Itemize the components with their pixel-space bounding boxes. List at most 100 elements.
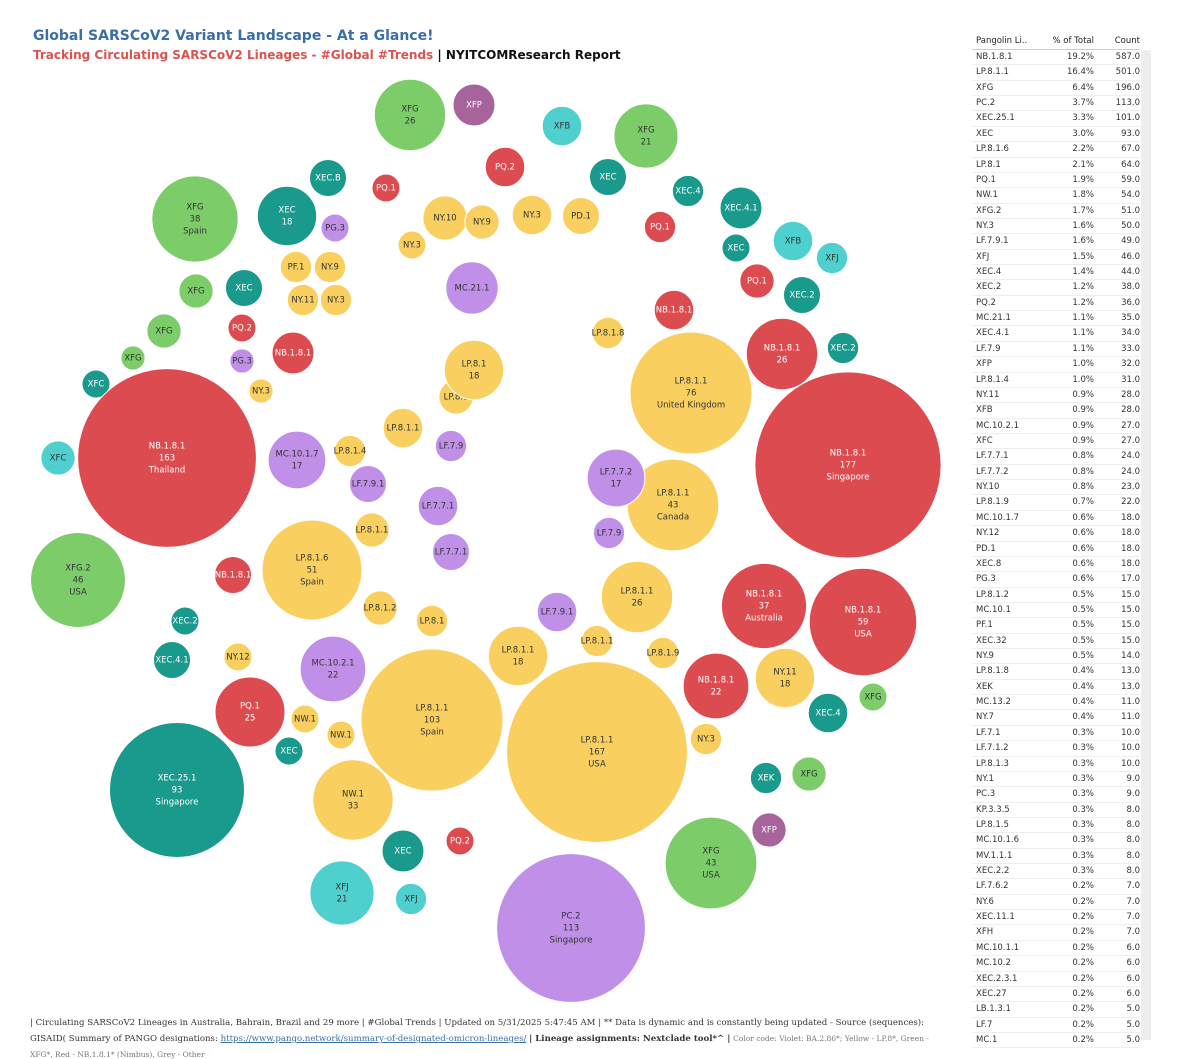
table-cell: 38.0	[1121, 282, 1140, 293]
table-cell: PC.2	[976, 98, 996, 109]
bubble-label: XEC.4.1	[724, 204, 757, 214]
table-cell: XFJ	[976, 251, 990, 262]
table-cell: 15.0	[1121, 620, 1140, 631]
bubble-label: USA	[702, 871, 720, 881]
table-header: Pangolin Li.. % of Total Count	[972, 34, 1140, 50]
footer-link[interactable]: https://www.pango.network/summary-of-des…	[220, 1034, 527, 1044]
bubble	[326, 720, 356, 750]
table-cell: 11.0	[1121, 712, 1140, 723]
bubble	[286, 283, 320, 317]
table-cell: 8.0	[1126, 866, 1140, 877]
bubble-label: 26	[632, 599, 643, 609]
bubble-label: 21	[641, 138, 652, 148]
bubble-label: United Kingdom	[657, 401, 725, 411]
table-cell: LF.7.1.2	[976, 743, 1009, 754]
table-cell: 0.3%	[1072, 743, 1094, 754]
table-cell: 6.0	[1126, 942, 1140, 953]
bubble	[299, 635, 367, 703]
bubble	[371, 173, 401, 203]
bubble	[308, 158, 348, 198]
table-row: LB.1.3.1 0.2% 5.0	[972, 1002, 1140, 1018]
bubble-label: PG.3	[325, 224, 345, 234]
table-cell: 0.2%	[1072, 988, 1094, 999]
bubble	[671, 174, 705, 208]
bubble-label: XFJ	[825, 254, 838, 264]
table-cell: 1.8%	[1072, 190, 1094, 201]
title: Global SARSCoV2 Variant Landscape - At a…	[33, 28, 434, 44]
table-cell: 8.0	[1126, 835, 1140, 846]
table-cell: 6.0	[1126, 988, 1140, 999]
bubble-label: Thailand	[148, 466, 186, 476]
bubble-label: LP.8.1.1	[657, 489, 690, 499]
table-cell: XEC.4.1	[976, 328, 1010, 339]
table-cell: 0.3%	[1072, 773, 1094, 784]
bubble-label: NY.9	[321, 263, 339, 273]
bubble	[739, 263, 775, 299]
table-cell: 0.2%	[1072, 912, 1094, 923]
table-cell: 9.0	[1126, 773, 1140, 784]
table-cell: LP.8.1.2	[976, 589, 1009, 600]
footer: | Circulating SARSCoV2 Lineages in Austr…	[30, 1016, 950, 1059]
bubble-label: LP.8.1	[444, 393, 469, 403]
bubble	[178, 273, 214, 309]
table-cell: LF.7.6.2	[976, 881, 1009, 892]
bubble-label: PQ.1	[650, 223, 670, 233]
table-row: MC.21.1 1.1% 35.0	[972, 311, 1140, 327]
table-cell: 1.2%	[1072, 282, 1094, 293]
bubble-label: LP.8.1.9	[647, 649, 680, 659]
table-row: MC.13.2 0.4% 11.0	[972, 695, 1140, 711]
table-cell: 5.0	[1126, 1019, 1140, 1030]
table-row: LP.8.1.9 0.7% 22.0	[972, 495, 1140, 511]
table-cell: XEC.2.3.1	[976, 973, 1018, 984]
bubble-label: NB.1.8.1	[149, 442, 186, 452]
bubble	[120, 345, 146, 371]
table-cell: PQ.1	[976, 174, 996, 185]
table-row: XEC.2.2 0.3% 8.0	[972, 864, 1140, 880]
table-cell: XEC	[976, 128, 994, 139]
bubble-label: 17	[292, 462, 303, 472]
table-row: XEC.8 0.6% 18.0	[972, 557, 1140, 573]
table-cell: 17.0	[1121, 574, 1140, 585]
table-cell: 0.3%	[1072, 850, 1094, 861]
bubble	[653, 289, 695, 331]
table-row: XFG.2 1.7% 51.0	[972, 204, 1140, 219]
table-cell: 1.1%	[1072, 343, 1094, 354]
column-header: % of Total	[1052, 36, 1094, 46]
bubble-label: XEC.2	[172, 617, 197, 627]
table-row: MC.10.1.1 0.2% 6.0	[972, 941, 1140, 957]
table-cell: LP.8.1.3	[976, 758, 1009, 769]
subtitle-suffix: | NYITCOMResearch Report	[437, 48, 621, 62]
table-cell: 3.0%	[1072, 128, 1094, 139]
table-cell: PF.1	[976, 620, 993, 631]
table-row: LP.8.1.8 0.4% 13.0	[972, 664, 1140, 680]
bubble	[248, 378, 274, 404]
table-cell: LP.8.1	[976, 159, 1001, 170]
table-cell: 113.0	[1115, 98, 1140, 109]
bubble	[256, 185, 318, 247]
table-cell: LP.8.1.1	[976, 67, 1009, 78]
bubble-label: XEC	[394, 847, 411, 857]
table-cell: 0.6%	[1072, 558, 1094, 569]
table-cell: KP.3.3.5	[976, 804, 1010, 815]
bubble-label: 167	[589, 748, 605, 758]
bubble-label: 113	[563, 924, 579, 934]
bubble	[170, 606, 200, 636]
bubble-label: 33	[348, 802, 359, 812]
table-cell: XEC.32	[976, 635, 1007, 646]
table-cell: 0.5%	[1072, 620, 1094, 631]
table-cell: NY.12	[976, 528, 1000, 539]
bubble-label: 22	[711, 688, 722, 698]
bubble-label: MC.21.1	[455, 284, 490, 294]
table-cell: 1.7%	[1072, 205, 1094, 216]
table-row: NY.11 0.9% 28.0	[972, 388, 1140, 404]
table-row: LP.8.1.2 0.5% 15.0	[972, 588, 1140, 603]
bubble-label: LF.7.9	[439, 442, 463, 452]
table-row: LP.8.1.5 0.3% 8.0	[972, 818, 1140, 834]
table-cell: 0.2%	[1072, 1004, 1094, 1015]
bubble-label: XFG	[800, 770, 817, 780]
bubble-label: XFG	[186, 203, 203, 213]
bubble	[152, 640, 192, 680]
table-cell: 22.0	[1121, 497, 1140, 508]
table-cell: 0.3%	[1072, 789, 1094, 800]
bubble	[613, 103, 679, 169]
